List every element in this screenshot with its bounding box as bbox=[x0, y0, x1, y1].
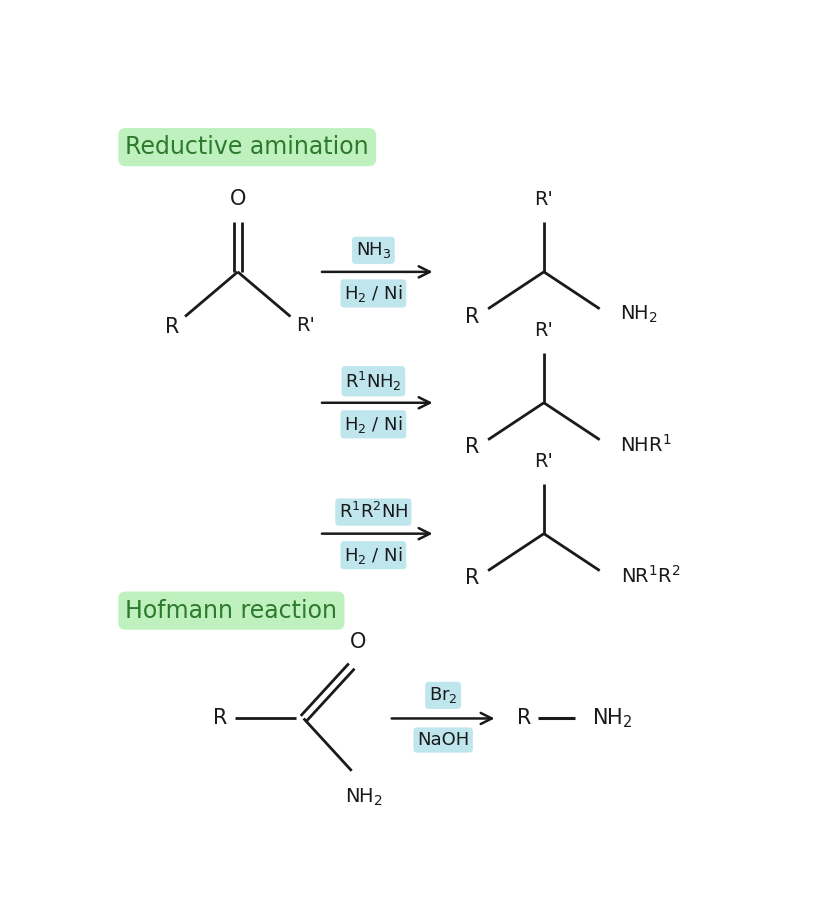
Text: R': R' bbox=[534, 452, 553, 471]
Text: R: R bbox=[466, 568, 480, 588]
Text: NHR$^1$: NHR$^1$ bbox=[620, 434, 672, 456]
Text: R$^1$NH$_2$: R$^1$NH$_2$ bbox=[345, 370, 402, 393]
Text: R: R bbox=[166, 318, 180, 337]
Text: O: O bbox=[230, 189, 246, 208]
Text: Br$_2$: Br$_2$ bbox=[429, 686, 458, 705]
Text: NH$_2$: NH$_2$ bbox=[345, 786, 383, 808]
Text: R: R bbox=[466, 437, 480, 457]
Text: NH$_2$: NH$_2$ bbox=[592, 707, 632, 730]
Text: H$_2$ / Ni: H$_2$ / Ni bbox=[344, 283, 403, 304]
Text: R': R' bbox=[534, 320, 553, 340]
Text: NH$_2$: NH$_2$ bbox=[620, 304, 658, 325]
Text: R$^1$R$^2$NH: R$^1$R$^2$NH bbox=[339, 502, 408, 522]
Text: R': R' bbox=[297, 317, 315, 335]
Text: NaOH: NaOH bbox=[417, 731, 469, 749]
Text: R: R bbox=[466, 307, 480, 327]
Text: NR$^1$R$^2$: NR$^1$R$^2$ bbox=[622, 565, 681, 587]
Text: R: R bbox=[212, 709, 227, 729]
Text: R: R bbox=[517, 709, 532, 729]
Text: O: O bbox=[350, 633, 366, 653]
Text: R': R' bbox=[534, 190, 553, 208]
Text: NH$_3$: NH$_3$ bbox=[355, 241, 391, 261]
Text: H$_2$ / Ni: H$_2$ / Ni bbox=[344, 544, 403, 565]
Text: Hofmann reaction: Hofmann reaction bbox=[125, 599, 337, 622]
Text: Reductive amination: Reductive amination bbox=[125, 135, 369, 159]
Text: H$_2$ / Ni: H$_2$ / Ni bbox=[344, 414, 403, 435]
